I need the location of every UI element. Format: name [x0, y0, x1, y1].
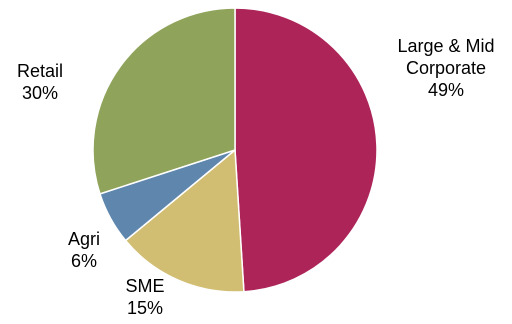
pie-slices — [92, 7, 378, 293]
pie-label-category: Large & Mid — [397, 36, 494, 56]
pie-label-value: 30% — [22, 83, 58, 103]
pie-label-category: Retail — [17, 61, 63, 81]
pie-label-0: Large & Mid Corporate 49% — [397, 36, 494, 100]
pie-labels: Large & Mid Corporate 49% SME 15% Agri 6% Retai… — [17, 36, 495, 318]
pie-label-category: Corporate — [406, 58, 486, 78]
pie-label-category: SME — [125, 276, 164, 296]
pie-slice-0 — [234, 7, 378, 293]
pie-label-category: Agri — [68, 229, 100, 249]
pie-label-2: Agri 6% — [68, 229, 100, 271]
pie-slice-3 — [92, 7, 236, 195]
pie-label-value: 49% — [428, 80, 464, 100]
pie-label-value: 6% — [71, 251, 97, 271]
pie-label-3: Retail 30% — [17, 61, 63, 103]
pie-label-1: SME 15% — [125, 276, 164, 318]
pie-slice-1 — [124, 148, 245, 293]
pie-label-value: 15% — [127, 298, 163, 318]
